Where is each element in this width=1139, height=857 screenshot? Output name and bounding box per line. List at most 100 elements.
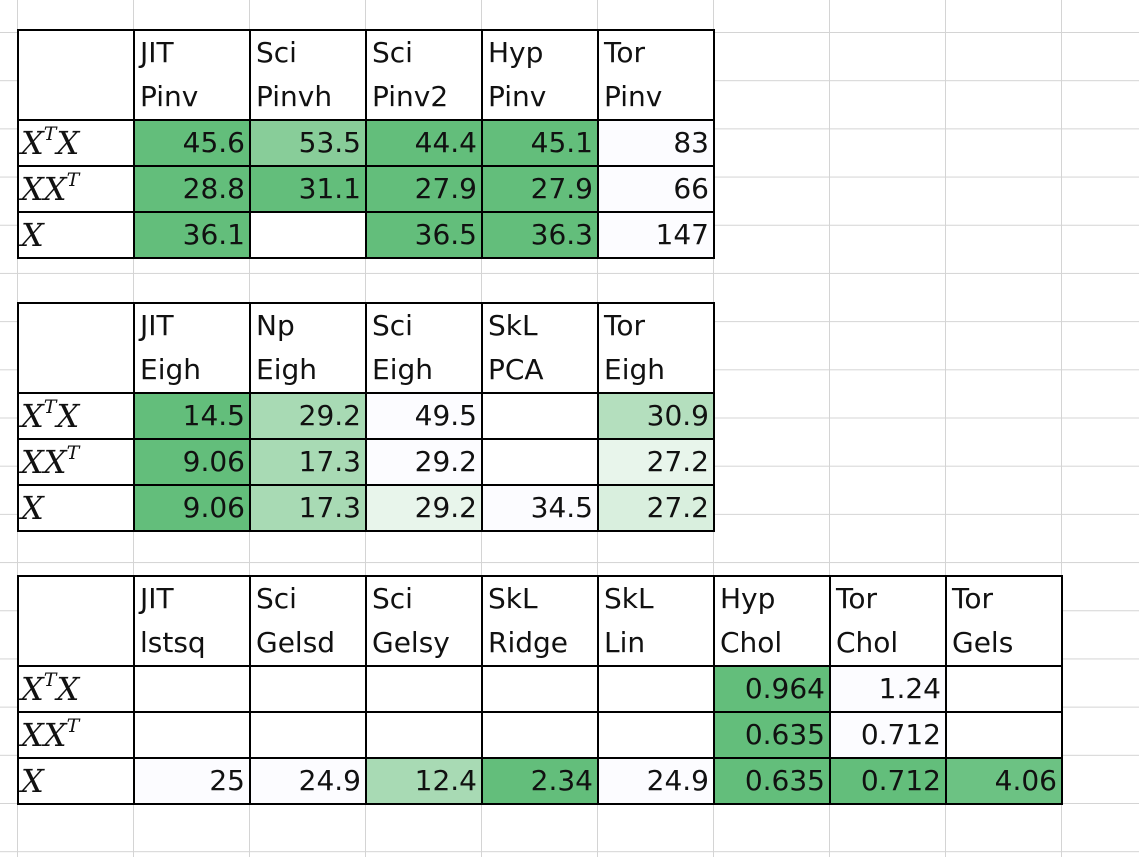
- function-header-cell[interactable]: Pinv2: [365, 75, 483, 121]
- function-header-cell[interactable]: Eigh: [133, 348, 251, 394]
- corner-cell[interactable]: [17, 75, 135, 121]
- value-cell[interactable]: 27.2: [597, 484, 715, 532]
- function-header-cell[interactable]: Gelsy: [365, 621, 483, 667]
- row-label-cell[interactable]: XTX: [17, 665, 135, 713]
- function-header-cell[interactable]: Eigh: [365, 348, 483, 394]
- library-header-cell[interactable]: SkL: [481, 575, 599, 621]
- library-header-cell[interactable]: Sci: [365, 29, 483, 75]
- value-cell[interactable]: [133, 711, 251, 759]
- value-cell[interactable]: [133, 665, 251, 713]
- value-cell[interactable]: [481, 438, 599, 486]
- value-cell[interactable]: [945, 665, 1063, 713]
- value-cell[interactable]: 27.2: [597, 438, 715, 486]
- function-header-cell[interactable]: Eigh: [249, 348, 367, 394]
- library-header-cell[interactable]: Tor: [597, 29, 715, 75]
- library-header-cell[interactable]: Tor: [597, 302, 715, 348]
- value-cell[interactable]: [481, 711, 599, 759]
- value-cell[interactable]: 53.5: [249, 119, 367, 167]
- function-header-cell[interactable]: PCA: [481, 348, 599, 394]
- value-cell[interactable]: 29.2: [365, 438, 483, 486]
- library-header-cell[interactable]: JIT: [133, 302, 251, 348]
- value-cell[interactable]: 12.4: [365, 757, 483, 805]
- value-cell[interactable]: 25: [133, 757, 251, 805]
- value-cell[interactable]: [597, 665, 715, 713]
- corner-cell[interactable]: [17, 29, 135, 75]
- value-cell[interactable]: [481, 665, 599, 713]
- value-cell[interactable]: 27.9: [365, 165, 483, 213]
- row-label-cell[interactable]: XTX: [17, 119, 135, 167]
- value-cell[interactable]: [365, 665, 483, 713]
- corner-cell[interactable]: [17, 621, 135, 667]
- value-cell[interactable]: 45.1: [481, 119, 599, 167]
- function-header-cell[interactable]: Pinv: [133, 75, 251, 121]
- library-header-cell[interactable]: Tor: [829, 575, 947, 621]
- value-cell[interactable]: 24.9: [249, 757, 367, 805]
- library-header-cell[interactable]: Sci: [365, 302, 483, 348]
- value-cell[interactable]: 28.8: [133, 165, 251, 213]
- library-header-cell[interactable]: Sci: [249, 29, 367, 75]
- value-cell[interactable]: 66: [597, 165, 715, 213]
- value-cell[interactable]: 83: [597, 119, 715, 167]
- value-cell[interactable]: 34.5: [481, 484, 599, 532]
- value-cell[interactable]: 4.06: [945, 757, 1063, 805]
- value-cell[interactable]: 36.3: [481, 211, 599, 259]
- row-label-cell[interactable]: X: [17, 484, 135, 532]
- value-cell[interactable]: 0.712: [829, 757, 947, 805]
- library-header-cell[interactable]: SkL: [481, 302, 599, 348]
- corner-cell[interactable]: [17, 348, 135, 394]
- value-cell[interactable]: [249, 211, 367, 259]
- value-cell[interactable]: 147: [597, 211, 715, 259]
- value-cell[interactable]: 29.2: [249, 392, 367, 440]
- function-header-cell[interactable]: Pinvh: [249, 75, 367, 121]
- library-header-cell[interactable]: Sci: [365, 575, 483, 621]
- library-header-cell[interactable]: JIT: [133, 575, 251, 621]
- value-cell[interactable]: [249, 665, 367, 713]
- value-cell[interactable]: 44.4: [365, 119, 483, 167]
- row-label-cell[interactable]: XXT: [17, 165, 135, 213]
- value-cell[interactable]: 9.06: [133, 438, 251, 486]
- function-header-cell[interactable]: lstsq: [133, 621, 251, 667]
- value-cell[interactable]: 17.3: [249, 438, 367, 486]
- value-cell[interactable]: 9.06: [133, 484, 251, 532]
- value-cell[interactable]: 31.1: [249, 165, 367, 213]
- value-cell[interactable]: 29.2: [365, 484, 483, 532]
- value-cell[interactable]: 27.9: [481, 165, 599, 213]
- row-label-cell[interactable]: XXT: [17, 438, 135, 486]
- function-header-cell[interactable]: Lin: [597, 621, 715, 667]
- library-header-cell[interactable]: Hyp: [713, 575, 831, 621]
- corner-cell[interactable]: [17, 302, 135, 348]
- value-cell[interactable]: 45.6: [133, 119, 251, 167]
- row-label-cell[interactable]: X: [17, 757, 135, 805]
- value-cell[interactable]: [365, 711, 483, 759]
- function-header-cell[interactable]: Gels: [945, 621, 1063, 667]
- row-label-cell[interactable]: X: [17, 211, 135, 259]
- value-cell[interactable]: 24.9: [597, 757, 715, 805]
- value-cell[interactable]: 17.3: [249, 484, 367, 532]
- value-cell[interactable]: 0.964: [713, 665, 831, 713]
- value-cell[interactable]: [597, 711, 715, 759]
- value-cell[interactable]: [481, 392, 599, 440]
- value-cell[interactable]: 49.5: [365, 392, 483, 440]
- value-cell[interactable]: 0.635: [713, 757, 831, 805]
- library-header-cell[interactable]: Np: [249, 302, 367, 348]
- function-header-cell[interactable]: Ridge: [481, 621, 599, 667]
- function-header-cell[interactable]: Chol: [713, 621, 831, 667]
- library-header-cell[interactable]: SkL: [597, 575, 715, 621]
- value-cell[interactable]: 36.5: [365, 211, 483, 259]
- value-cell[interactable]: 1.24: [829, 665, 947, 713]
- corner-cell[interactable]: [17, 575, 135, 621]
- function-header-cell[interactable]: Eigh: [597, 348, 715, 394]
- function-header-cell[interactable]: Pinv: [597, 75, 715, 121]
- function-header-cell[interactable]: Gelsd: [249, 621, 367, 667]
- function-header-cell[interactable]: Pinv: [481, 75, 599, 121]
- value-cell[interactable]: 2.34: [481, 757, 599, 805]
- library-header-cell[interactable]: Sci: [249, 575, 367, 621]
- value-cell[interactable]: 0.635: [713, 711, 831, 759]
- library-header-cell[interactable]: Hyp: [481, 29, 599, 75]
- value-cell[interactable]: 30.9: [597, 392, 715, 440]
- library-header-cell[interactable]: JIT: [133, 29, 251, 75]
- value-cell[interactable]: 0.712: [829, 711, 947, 759]
- value-cell[interactable]: 36.1: [133, 211, 251, 259]
- row-label-cell[interactable]: XTX: [17, 392, 135, 440]
- library-header-cell[interactable]: Tor: [945, 575, 1063, 621]
